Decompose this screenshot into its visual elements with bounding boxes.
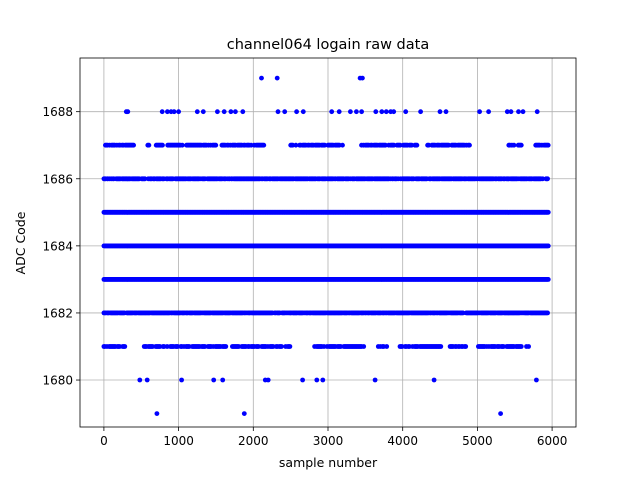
data-point [509, 109, 514, 114]
data-point [512, 143, 517, 148]
data-point [314, 378, 319, 383]
x-axis-label: sample number [279, 455, 378, 470]
data-point [521, 109, 526, 114]
data-point [438, 109, 443, 114]
data-point [519, 143, 524, 148]
data-point [288, 344, 293, 349]
data-point [160, 109, 165, 114]
data-point [240, 109, 245, 114]
data-point [391, 109, 396, 114]
data-point [259, 76, 264, 81]
data-point [125, 109, 130, 114]
y-tick-label: 1686 [42, 172, 73, 186]
data-point [463, 344, 468, 349]
chart-title: channel064 logain raw data [227, 37, 429, 53]
data-point [384, 344, 389, 349]
data-point [477, 109, 482, 114]
data-point [519, 344, 524, 349]
data-point [360, 76, 365, 81]
x-tick-label: 5000 [462, 434, 493, 448]
x-tick-label: 0 [100, 434, 108, 448]
data-point [180, 143, 185, 148]
data-point [145, 378, 150, 383]
data-point [545, 311, 550, 316]
data-point [444, 109, 449, 114]
data-point [340, 143, 345, 148]
y-tick-label: 1688 [42, 105, 73, 119]
data-point [545, 176, 550, 181]
data-point [379, 109, 384, 114]
data-point [137, 378, 142, 383]
data-point [361, 344, 366, 349]
data-point [275, 76, 280, 81]
data-point [438, 344, 443, 349]
data-point [535, 109, 540, 114]
data-point [220, 378, 225, 383]
data-point [229, 109, 234, 114]
data-point [261, 143, 266, 148]
data-point [279, 344, 284, 349]
y-tick-label: 1682 [42, 306, 73, 320]
data-point [359, 109, 364, 114]
data-point [215, 109, 220, 114]
data-point [160, 143, 165, 148]
data-point [276, 109, 281, 114]
data-point [373, 378, 378, 383]
data-point [418, 109, 423, 114]
data-point [403, 109, 408, 114]
data-point [432, 378, 437, 383]
y-tick-label: 1684 [42, 239, 73, 253]
data-point [211, 378, 216, 383]
data-point [546, 210, 551, 215]
data-point [348, 109, 353, 114]
y-axis-ticks: 1680 1682 1684 1686 1688 [42, 105, 80, 387]
data-point [266, 378, 271, 383]
data-point [176, 109, 181, 114]
data-point [546, 277, 551, 282]
data-point [195, 109, 200, 114]
x-tick-label: 4000 [387, 434, 418, 448]
data-point [147, 143, 152, 148]
data-point [301, 109, 306, 114]
data-point [516, 109, 521, 114]
data-point [415, 143, 420, 148]
data-point [354, 109, 359, 114]
data-point [373, 109, 378, 114]
x-tick-label: 6000 [537, 434, 568, 448]
data-point [222, 109, 227, 114]
y-axis-label: ADC Code [13, 211, 28, 274]
x-axis-ticks: 0 1000 2000 3000 4000 5000 6000 [100, 427, 567, 448]
data-point [282, 109, 287, 114]
data-point [546, 143, 551, 148]
data-point [122, 344, 127, 349]
data-point [201, 109, 206, 114]
data-point [526, 344, 531, 349]
data-point [384, 109, 389, 114]
x-tick-label: 1000 [163, 434, 194, 448]
x-tick-label: 3000 [313, 434, 344, 448]
data-point [320, 378, 325, 383]
data-point [172, 109, 177, 114]
data-point [223, 344, 228, 349]
data-point [242, 411, 247, 416]
data-point [467, 143, 472, 148]
data-point [294, 109, 299, 114]
grid-lines [80, 58, 576, 427]
data-points [102, 76, 551, 416]
data-point [498, 411, 503, 416]
data-point [534, 378, 539, 383]
data-point [213, 143, 218, 148]
data-point [337, 109, 342, 114]
data-point [131, 143, 136, 148]
y-tick-label: 1680 [42, 374, 73, 388]
x-tick-label: 2000 [238, 434, 269, 448]
data-point [546, 244, 551, 249]
data-point [155, 411, 160, 416]
data-point [300, 378, 305, 383]
data-point [486, 109, 491, 114]
data-point [179, 378, 184, 383]
data-point [233, 109, 238, 114]
data-point [329, 109, 334, 114]
